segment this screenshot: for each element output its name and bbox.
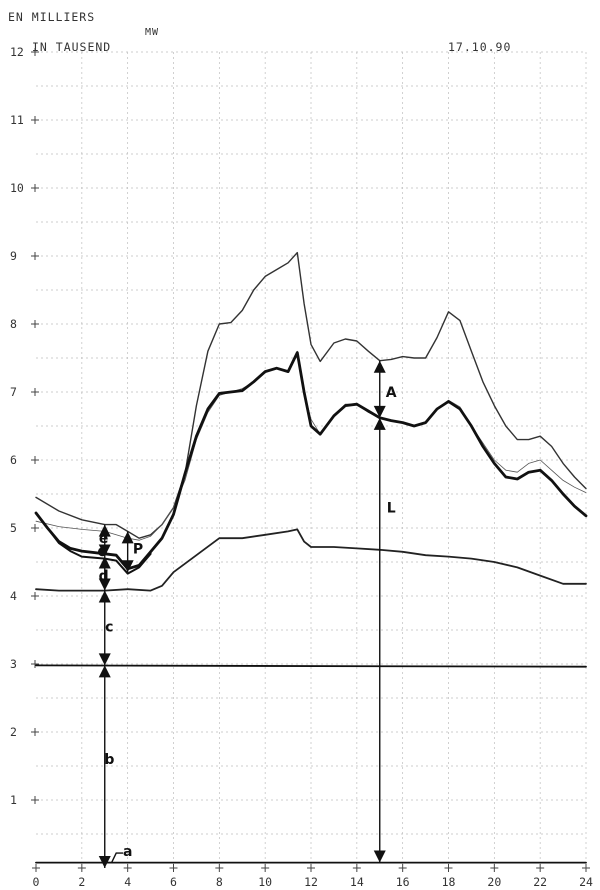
arrowhead (98, 665, 111, 678)
y-tick-label: 1 (10, 793, 17, 807)
series-line-upper (35, 251, 587, 539)
arrowhead (98, 556, 111, 569)
annotation-label-b: b (104, 752, 114, 768)
unit-label-mw: MW (145, 27, 160, 38)
arrowhead (98, 856, 111, 868)
series-line-level3 (35, 664, 587, 668)
y-tick-label: 6 (10, 453, 17, 467)
y-tick-label: 3 (10, 657, 17, 671)
x-tick-label: 18 (442, 875, 456, 889)
unit-label-german: IN TAUSEND (32, 40, 112, 54)
x-tick-label: 2 (78, 875, 85, 889)
annotation-label-c: c (105, 620, 113, 636)
arrowhead (121, 531, 134, 544)
label-a-leader (107, 852, 124, 864)
annotation-label-L: L (387, 501, 396, 517)
y-tick-label: 8 (10, 317, 17, 331)
y-tick-label: 10 (10, 181, 24, 195)
unit-label-french: EN MILLIERS (8, 10, 96, 24)
arrowhead (121, 560, 134, 573)
arrowhead (373, 850, 386, 863)
arrowhead (98, 590, 111, 603)
annotation-label-A: A (386, 385, 397, 401)
y-tick-label: 2 (10, 725, 17, 739)
x-tick-label: 0 (33, 875, 40, 889)
y-tick-label: 9 (10, 249, 17, 263)
marker-point (97, 547, 107, 557)
x-tick-label: 10 (258, 875, 272, 889)
series-line-thin (35, 350, 587, 541)
chart-date: 17.10.90 (448, 40, 512, 54)
annotation-label-e: e (99, 531, 109, 547)
x-tick-label: 6 (170, 875, 177, 889)
arrowhead (373, 405, 386, 418)
arrowhead (98, 578, 111, 591)
x-tick-label: 4 (124, 875, 131, 889)
annotation-label-P: P (133, 541, 143, 557)
y-tick-label: 11 (10, 113, 24, 127)
y-tick-label: 7 (10, 385, 17, 399)
x-tick-label: 20 (487, 875, 501, 889)
annotation-label-d: d (99, 569, 109, 585)
y-tick-label: 4 (10, 589, 17, 603)
x-tick-label: 24 (579, 875, 593, 889)
x-tick-label: 8 (216, 875, 223, 889)
x-tick-label: 14 (350, 875, 364, 889)
x-tick-label: 16 (396, 875, 410, 889)
arrowhead (373, 360, 386, 373)
x-tick-label: 22 (533, 875, 547, 889)
y-tick-label: 5 (10, 521, 17, 535)
arrowhead (373, 417, 386, 430)
series-line-mid (35, 512, 152, 575)
annotation-label-a: a (123, 844, 132, 860)
y-tick-label: 12 (10, 45, 24, 59)
arrowhead (98, 524, 111, 537)
x-tick-label: 12 (304, 875, 318, 889)
series-line-load (34, 351, 588, 571)
arrowhead (98, 653, 111, 666)
series-line-base (35, 528, 587, 592)
